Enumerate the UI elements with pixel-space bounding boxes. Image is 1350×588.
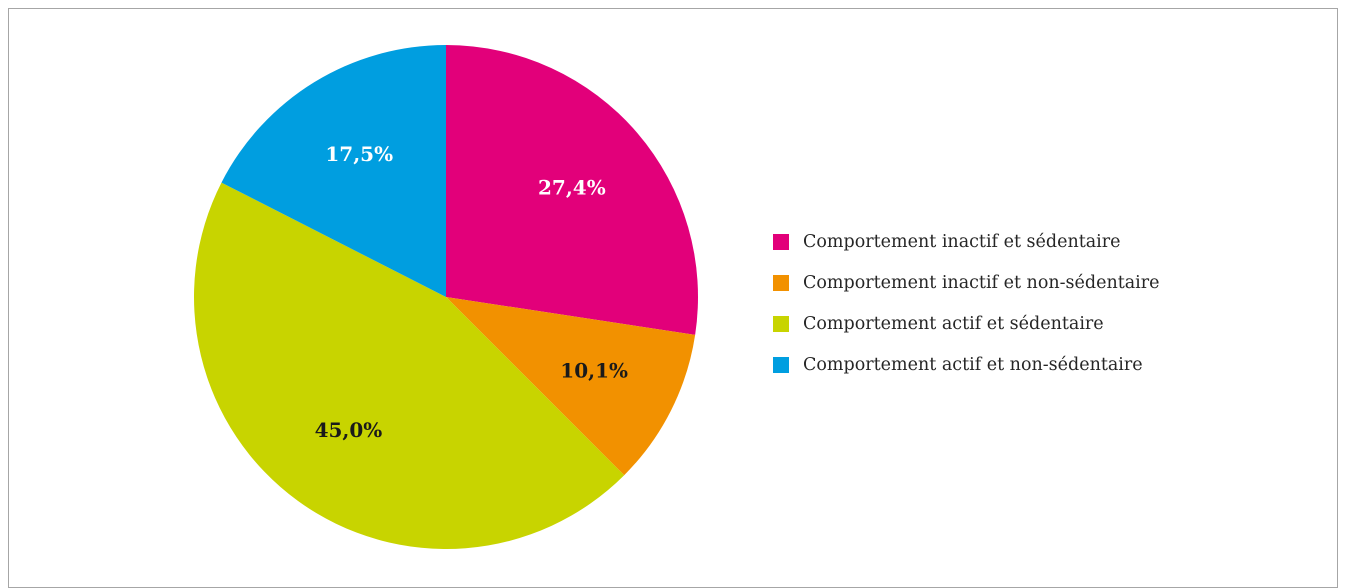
legend-swatch	[773, 275, 789, 291]
chart-legend: Comportement inactif et sédentaire Compo…	[773, 228, 1160, 392]
pie-slice	[193, 182, 625, 550]
legend-item: Comportement inactif et sédentaire	[773, 228, 1160, 256]
pie-chart: 27,4% 10,1% 45,0% 17,5%	[193, 45, 698, 550]
legend-label: Comportement inactif et non-sédentaire	[803, 273, 1160, 293]
pie-slice	[221, 45, 446, 297]
legend-label: Comportement actif et non-sédentaire	[803, 355, 1143, 375]
pie-slice	[446, 297, 696, 476]
legend-label: Comportement actif et sédentaire	[803, 314, 1104, 334]
legend-label: Comportement inactif et sédentaire	[803, 232, 1121, 252]
legend-swatch	[773, 357, 789, 373]
slice-data-label: 10,1%	[560, 358, 628, 382]
legend-item: Comportement actif et non-sédentaire	[773, 351, 1160, 379]
legend-swatch	[773, 316, 789, 332]
legend-item: Comportement inactif et non-sédentaire	[773, 269, 1160, 297]
legend-item: Comportement actif et sédentaire	[773, 310, 1160, 338]
slice-data-label: 17,5%	[325, 142, 393, 166]
legend-swatch	[773, 234, 789, 250]
slice-data-label: 45,0%	[315, 418, 383, 442]
pie-slice	[446, 45, 698, 335]
slice-data-label: 27,4%	[538, 175, 606, 199]
